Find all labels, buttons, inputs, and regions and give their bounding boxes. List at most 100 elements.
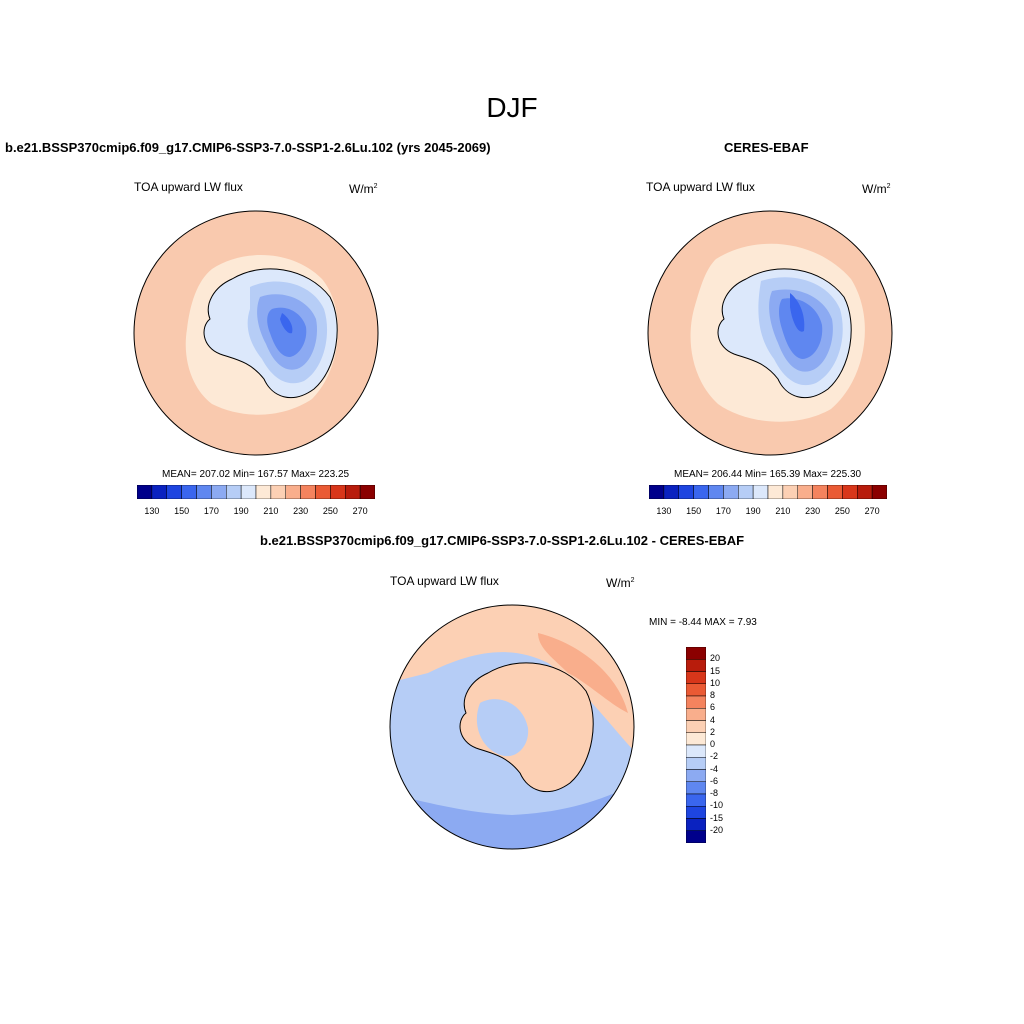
figure-title: DJF xyxy=(486,92,538,123)
colorbar-swatch xyxy=(330,484,346,500)
colorbar-tick-label: 130 xyxy=(656,506,672,516)
colorbar-swatch xyxy=(255,484,272,500)
colorbar-tick-label: -8 xyxy=(710,788,719,798)
panel-2-variable: TOA upward LW flux xyxy=(646,180,755,194)
colorbar-swatch xyxy=(240,484,257,500)
colorbar-tick-label: 270 xyxy=(352,506,368,516)
colorbar-swatch xyxy=(136,484,153,500)
panel-1-colorbar: 130 150 170 190 210 230 250 270 xyxy=(136,484,376,516)
colorbar-tick-label: 0 xyxy=(710,739,716,749)
panel-3-variable: TOA upward LW flux xyxy=(390,574,499,588)
colorbar-swatch xyxy=(752,484,769,500)
colorbar-tick-label: 190 xyxy=(745,506,761,516)
colorbar-swatch xyxy=(685,830,707,844)
colorbar-abs-1-labels: 130 150 170 190 210 230 250 270 xyxy=(137,504,375,516)
panel-2-title: CERES-EBAF xyxy=(724,140,809,155)
colorbar-swatch xyxy=(797,484,813,500)
colorbar-abs-1 xyxy=(136,484,376,500)
panel-3-title: b.e21.BSSP370cmip6.f09_g17.CMIP6-SSP3-7.… xyxy=(260,533,745,548)
panel-3-stats: MIN = -8.44 MAX = 7.93 xyxy=(649,617,757,628)
colorbar-swatch xyxy=(226,484,242,500)
colorbar-tick-label: -20 xyxy=(710,824,724,835)
colorbar-swatch xyxy=(685,646,707,660)
panel-3-colorbar xyxy=(685,646,707,848)
colorbar-swatch xyxy=(300,484,316,500)
colorbar-swatch xyxy=(685,744,707,758)
colorbar-tick-label: 130 xyxy=(144,506,160,516)
colorbar-tick-label: -15 xyxy=(710,812,724,823)
colorbar-tick-label: 6 xyxy=(710,702,716,713)
panel-1-variable: TOA upward LW flux xyxy=(134,180,243,194)
colorbar-swatch xyxy=(270,484,286,500)
colorbar-swatch xyxy=(685,683,707,697)
colorbar-tick-label: 250 xyxy=(834,506,850,516)
colorbar-swatch xyxy=(685,818,707,831)
colorbar-swatch xyxy=(812,484,828,500)
colorbar-tick-label: 270 xyxy=(864,506,880,516)
colorbar-abs-2-labels: 130 150 170 190 210 230 250 270 xyxy=(649,504,887,516)
map-ice-deep xyxy=(267,307,307,357)
map-ice-core xyxy=(790,293,805,332)
colorbar-swatch xyxy=(685,695,707,709)
colorbar-swatch xyxy=(678,484,694,500)
colorbar-swatch xyxy=(842,484,858,500)
panel-2-stats: MEAN= 206.44 Min= 165.39 Max= 225.30 xyxy=(674,469,862,480)
colorbar-tick-label: -6 xyxy=(710,775,719,786)
panel-1-stats: MEAN= 207.02 Min= 167.57 Max= 223.25 xyxy=(162,469,350,480)
colorbar-tick-label: 170 xyxy=(715,506,731,516)
map-coastline xyxy=(717,268,852,399)
panel-1-title: b.e21.BSSP370cmip6.f09_g17.CMIP6-SSP3-7.… xyxy=(5,140,491,155)
colorbar-tick-label: 250 xyxy=(322,506,338,516)
colorbar-tick-label: 2 xyxy=(710,726,716,737)
colorbar-tick-label: 230 xyxy=(805,506,821,516)
colorbar-swatch xyxy=(685,671,707,684)
colorbar-tick-label: 8 xyxy=(710,690,716,700)
colorbar-swatch xyxy=(708,484,724,500)
map-diff-positive-top xyxy=(390,605,634,753)
colorbar-tick-label: 150 xyxy=(174,506,190,516)
colorbar-swatch xyxy=(738,484,754,500)
colorbar-swatch xyxy=(211,484,227,500)
map-coastline xyxy=(203,268,338,399)
panel-3-units: W/m2 xyxy=(606,576,635,590)
colorbar-tick-label: 210 xyxy=(775,506,791,516)
colorbar-tick-label: 190 xyxy=(233,506,249,516)
colorbar-swatch xyxy=(685,757,707,770)
colorbar-swatch xyxy=(723,484,739,500)
colorbar-swatch xyxy=(685,769,707,782)
colorbar-tick-label: 10 xyxy=(710,677,721,688)
panel-2-units: W/m2 xyxy=(862,182,891,196)
colorbar-diff-labels: 20 15 10 8 6 4 2 0 -2 -4 -6 -8 -10 -15 -20 xyxy=(710,647,750,843)
colorbar-swatch xyxy=(685,781,707,795)
colorbar-swatch xyxy=(693,484,709,500)
colorbar-tick-label: -4 xyxy=(710,763,719,774)
colorbar-swatch xyxy=(857,484,873,500)
map-continent-neg xyxy=(476,699,529,757)
panel-3-map xyxy=(389,604,635,850)
colorbar-tick-label: 15 xyxy=(710,665,721,676)
colorbar-swatch xyxy=(685,720,707,733)
panel-2-map xyxy=(647,210,893,456)
colorbar-swatch xyxy=(663,484,679,500)
panel-2-colorbar: 130 150 170 190 210 230 250 270 xyxy=(648,484,888,516)
colorbar-tick-label: 4 xyxy=(710,714,716,725)
map-ice-core xyxy=(280,313,293,334)
colorbar-swatch xyxy=(685,708,707,721)
colorbar-swatch xyxy=(685,659,707,672)
colorbar-tick-label: 210 xyxy=(263,506,279,516)
colorbar-swatch xyxy=(685,806,707,819)
colorbar-swatch xyxy=(648,484,665,500)
colorbar-abs-2 xyxy=(648,484,888,500)
panel-1-units: W/m2 xyxy=(349,182,378,196)
colorbar-swatch xyxy=(359,484,376,500)
colorbar-diff xyxy=(685,646,707,844)
map-diff-positive-strong xyxy=(538,633,628,713)
colorbar-tick-label: -10 xyxy=(710,800,724,811)
colorbar-swatch xyxy=(315,484,331,500)
colorbar-swatch xyxy=(767,484,784,500)
colorbar-tick-label: 20 xyxy=(710,653,721,664)
colorbar-swatch xyxy=(151,484,167,500)
colorbar-tick-label: 150 xyxy=(686,506,702,516)
colorbar-swatch xyxy=(181,484,197,500)
colorbar-swatch xyxy=(782,484,798,500)
